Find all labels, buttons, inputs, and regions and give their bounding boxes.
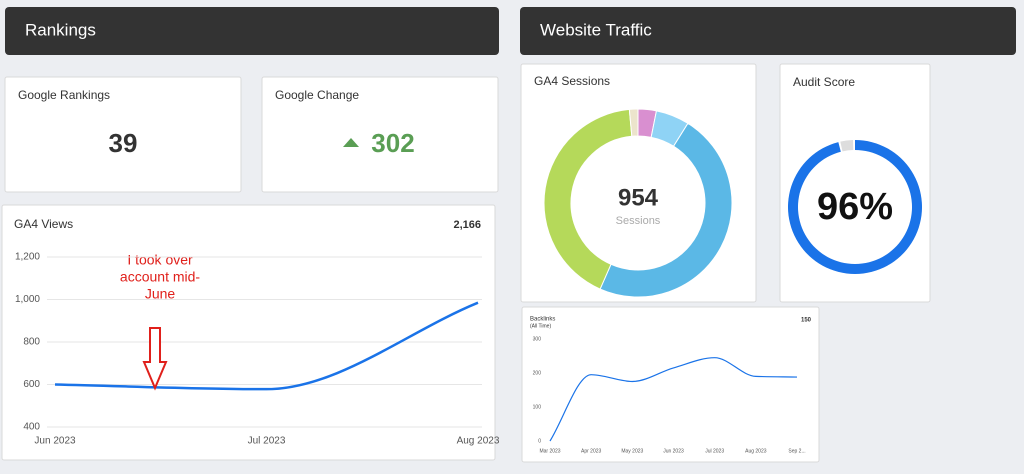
card-value: 39	[109, 128, 138, 158]
x-tick-label: Jun 2023	[34, 436, 76, 447]
chart-total: 150	[801, 318, 812, 324]
x-tick-label: Mar 2023	[539, 448, 560, 454]
donut-segment	[599, 122, 733, 298]
chart-title: Backlinks	[530, 317, 555, 323]
donut-segment	[628, 108, 639, 137]
card	[1, 204, 496, 461]
gauge-track	[840, 140, 854, 152]
y-tick-label: 200	[533, 370, 542, 376]
y-tick-label: 1,000	[15, 294, 40, 305]
chart-title: GA4 Sessions	[534, 74, 610, 88]
y-tick-label: 1,200	[15, 252, 40, 263]
header-title: Website Traffic	[540, 20, 652, 39]
card-title: Google Rankings	[18, 88, 110, 102]
header-bar	[520, 7, 1016, 55]
annotation: I took over	[127, 252, 193, 268]
chart-title: Audit Score	[793, 75, 855, 89]
card	[779, 63, 931, 303]
gauge-value: 96%	[817, 186, 893, 228]
chart-total: 2,166	[453, 219, 481, 231]
x-tick-label: May 2023	[621, 448, 643, 454]
up-arrow-icon	[343, 138, 359, 147]
header-bar	[5, 7, 499, 55]
card	[261, 76, 499, 193]
annotation: June	[145, 286, 176, 302]
x-tick-label: Sep 2...	[788, 448, 805, 454]
x-tick-label: Aug 2023	[745, 448, 767, 454]
card-title: Google Change	[275, 88, 359, 102]
card	[4, 76, 242, 193]
chart-subtitle: (All Time)	[530, 323, 551, 329]
x-tick-label: Jul 2023	[705, 448, 724, 454]
x-tick-label: Aug 2023	[457, 436, 500, 447]
x-tick-label: Apr 2023	[581, 448, 602, 454]
center-value: 954	[618, 184, 659, 211]
y-tick-label: 600	[23, 379, 40, 390]
annotation: account mid-	[120, 269, 200, 285]
y-tick-label: 300	[533, 336, 542, 342]
chart-title: GA4 Views	[14, 217, 73, 231]
donut-segment	[543, 108, 633, 290]
x-tick-label: Jul 2023	[248, 436, 286, 447]
card	[521, 306, 820, 463]
center-label: Sessions	[616, 215, 661, 227]
line	[54, 301, 479, 391]
header-title: Rankings	[25, 20, 96, 39]
y-tick-label: 400	[23, 422, 40, 433]
arrow-annotation	[142, 327, 168, 391]
y-tick-label: 100	[533, 404, 542, 410]
y-tick-label: 0	[538, 438, 541, 444]
x-tick-label: Jun 2023	[663, 448, 684, 454]
line	[549, 357, 798, 442]
card-value: 302	[371, 128, 414, 158]
y-tick-label: 800	[23, 337, 40, 348]
